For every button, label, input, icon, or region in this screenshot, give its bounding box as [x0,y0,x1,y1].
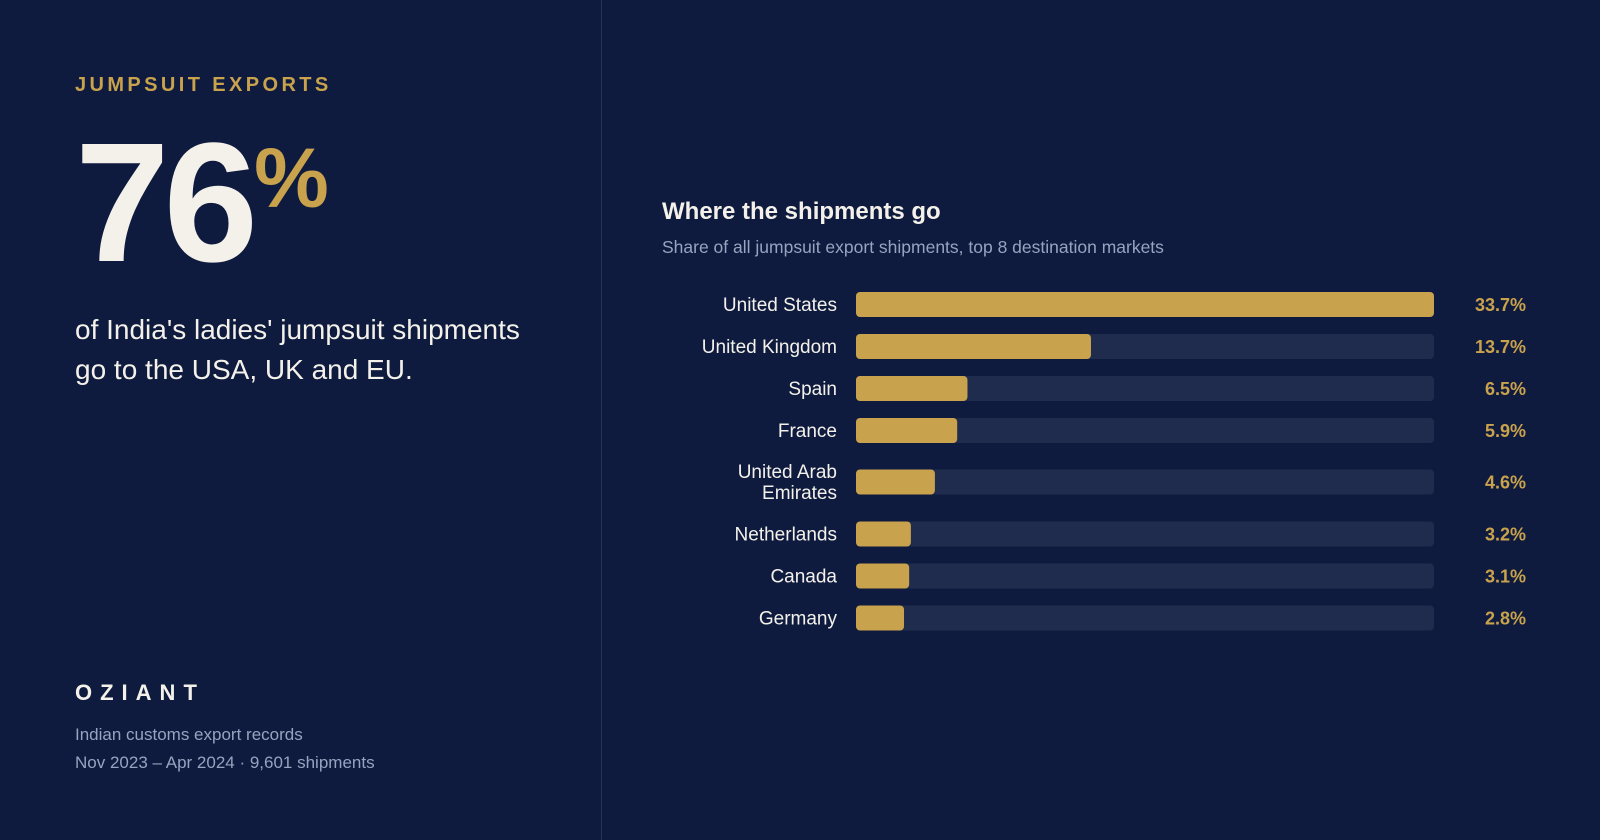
bar-track [856,605,1434,631]
bar [856,418,958,443]
value-label: 13.7% [1475,337,1526,357]
bar-row: Germany 2.8% [759,605,1526,631]
bar-track [856,521,1434,547]
bar-track [856,563,1434,589]
source-line-period: Nov 2023 – Apr 2024 · 9,601 shipments [75,753,375,772]
bar-row: France 5.9% [778,418,1526,443]
value-label: 3.1% [1485,567,1526,587]
destination-bar-chart: United States 33.7% United Kingdom 13.7% Spa… [702,292,1526,631]
bar-track [856,469,1434,495]
value-label: 6.5% [1485,379,1526,399]
bar [856,605,905,631]
bar-row: United Kingdom 13.7% [702,334,1526,359]
bar [856,292,1434,317]
category-label: United States [723,295,837,316]
bar-row: Spain 6.5% [788,376,1526,401]
headline-statement: of India's ladies' jumpsuit shipments go… [75,314,520,385]
brand-logo: OZIANT [75,680,205,705]
bar [856,376,968,401]
category-label: United Kingdom [702,337,837,358]
value-label: 2.8% [1485,609,1526,629]
bar [856,469,935,495]
bar [856,521,911,547]
bar-track [856,418,1434,443]
headline-stat: 76 % [75,118,329,288]
bar-row: Canada 3.1% [770,563,1526,589]
chart-title: Where the shipments go [662,198,941,225]
chart-subtitle: Share of all jumpsuit export shipments, … [662,237,1164,257]
source-line-records: Indian customs export records [75,725,303,744]
bar-row: Netherlands 3.2% [735,521,1526,547]
summary-panel: JUMPSUIT EXPORTS 76 % of India's ladies'… [0,0,602,840]
headline-number: 76 [75,108,258,298]
category-label: France [778,421,837,442]
bar-row: United Arab Emirates 4.6% [738,462,1526,504]
value-label: 4.6% [1485,473,1526,493]
value-label: 5.9% [1485,421,1526,441]
bar-track [856,376,1434,401]
bar [856,563,910,589]
category-label: Spain [788,379,837,400]
source-note: Indian customs export records Nov 2023 –… [75,721,375,777]
category-label: Canada [770,567,837,588]
category-label: United Arab Emirates [738,462,837,504]
bar [856,334,1091,359]
eyebrow-label: JUMPSUIT EXPORTS [75,74,332,96]
value-label: 3.2% [1485,525,1526,545]
value-label: 33.7% [1475,295,1526,315]
category-label: Germany [759,609,838,630]
bar-row: United States 33.7% [723,292,1526,317]
headline-percent-sign: % [254,131,329,225]
category-label: Netherlands [735,525,837,546]
